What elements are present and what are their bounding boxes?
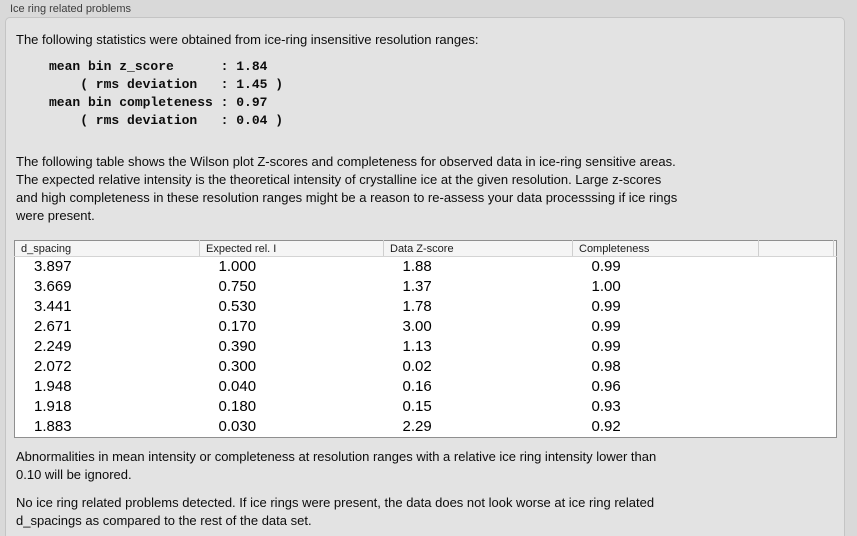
table-cell [834,277,837,297]
table-cell: 0.15 [402,398,432,415]
table-row[interactable]: 1.883 0.030 2.29 0.92 [15,417,837,438]
table-cell [834,257,837,278]
ice-ring-table[interactable]: d_spacing Expected rel. I Data Z-score Comp… [14,240,837,438]
table-row[interactable]: 3.441 0.530 1.78 0.99 [15,297,837,317]
table-row[interactable]: 2.671 0.170 3.00 0.99 [15,317,837,337]
table-header-row: d_spacing Expected rel. I Data Z-score Comp… [14,240,837,257]
table-cell: 2.29 [402,418,432,435]
table-row[interactable]: 3.897 1.000 1.88 0.99 [15,257,837,278]
table-row[interactable]: 1.948 0.040 0.16 0.96 [15,377,837,397]
intro-text: The following statistics were obtained f… [16,32,479,47]
table-cell [834,317,837,337]
table-cell: 0.530 [218,298,257,315]
table-cell: 0.99 [591,258,621,275]
table-cell: 0.98 [591,358,621,375]
table-row[interactable]: 1.918 0.180 0.15 0.93 [15,397,837,417]
table-cell: 0.02 [402,358,432,375]
table-cell [759,397,834,417]
table-cell: 0.99 [591,298,621,315]
column-header-data-z-score[interactable]: Data Z-score [383,240,573,257]
table-cell: 0.750 [218,278,257,295]
table-cell: 0.030 [218,418,257,435]
ignore-note: Abnormalities in mean intensity or compl… [16,449,657,482]
table-cell: 1.88 [402,258,432,275]
table-cell [759,297,834,317]
table-row[interactable]: 2.249 0.390 1.13 0.99 [15,337,837,357]
table-cell [759,337,834,357]
column-header-d-spacing[interactable]: d_spacing [14,240,200,257]
table-description: The following table shows the Wilson plo… [16,154,678,223]
table-cell: 0.040 [218,378,257,395]
table-cell [759,257,834,278]
table-row[interactable]: 2.072 0.300 0.02 0.98 [15,357,837,377]
table-cell: 3.441 [34,298,72,315]
table-cell [834,397,837,417]
table-cell [834,417,837,438]
table-cell [759,377,834,397]
table-cell: 1.918 [34,398,72,415]
table-cell [759,357,834,377]
table-cell: 2.671 [34,318,72,335]
table-cell [759,317,834,337]
table-cell: 3.00 [402,318,432,335]
table-cell [834,337,837,357]
table-cell [834,297,837,317]
table-cell: 0.300 [218,358,257,375]
table-cell: 3.669 [34,278,72,295]
section-title: Ice ring related problems [10,3,132,15]
conclusion-text: No ice ring related problems detected. I… [16,495,655,528]
column-header-spacer [833,240,837,257]
table-cell: 0.170 [218,318,257,335]
column-header-empty[interactable] [758,240,834,257]
table-cell: 0.92 [591,418,621,435]
table-cell: 0.99 [591,318,621,335]
table-cell: 1.00 [591,278,621,295]
table-cell: 0.16 [402,378,432,395]
table-cell: 1.37 [402,278,432,295]
table-cell: 0.180 [218,398,257,415]
table-cell: 1.000 [218,258,257,275]
table-cell: 1.948 [34,378,72,395]
table-cell: 0.99 [591,338,621,355]
column-header-completeness[interactable]: Completeness [572,240,759,257]
table-cell: 1.883 [34,418,72,435]
table-cell: 2.249 [34,338,72,355]
table-cell: 2.072 [34,358,72,375]
table-cell: 0.96 [591,378,621,395]
table-cell: 0.93 [591,398,621,415]
table-cell [834,377,837,397]
table-cell [759,417,834,438]
table-cell: 1.78 [402,298,432,315]
table-cell [759,277,834,297]
table-cell: 3.897 [34,258,72,275]
table-row[interactable]: 3.669 0.750 1.37 1.00 [15,277,837,297]
table-cell: 0.390 [218,338,257,355]
stats-block: mean bin z_score : 1.84 ( rms deviation … [49,59,284,128]
column-header-expected-rel-i[interactable]: Expected rel. I [199,240,384,257]
table-cell: 1.13 [402,338,432,355]
table-cell [834,357,837,377]
